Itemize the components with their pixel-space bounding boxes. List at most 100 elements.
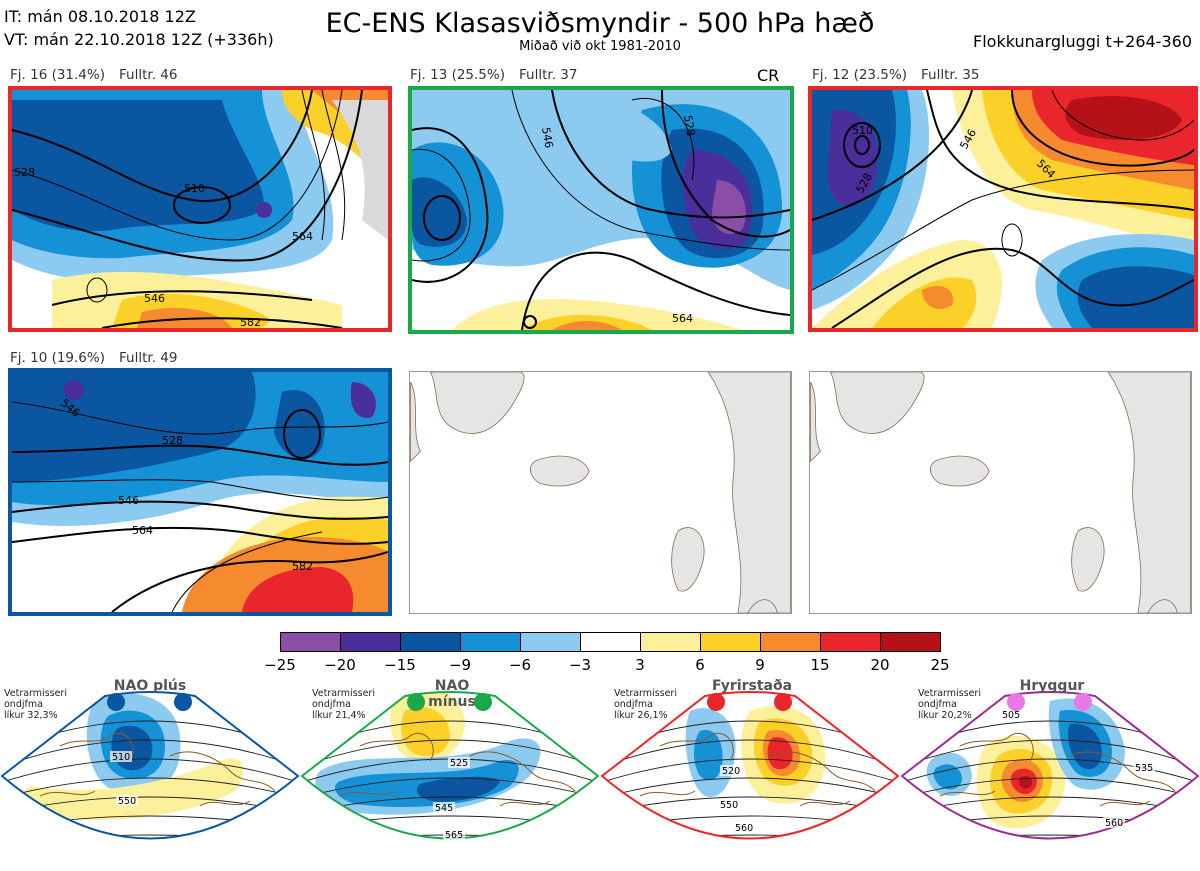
regime-marker-dot: [407, 693, 425, 711]
control-run-tag: CR: [757, 66, 780, 85]
colorbar-swatch: [760, 632, 821, 652]
cluster-2-contour-label: 546: [539, 126, 555, 149]
greenland-iceland-map: [410, 372, 791, 613]
cluster-2-contour-label: 528: [681, 114, 697, 137]
cluster-4-label: Fj. 10 (19.6%) Fulltr. 49: [10, 350, 177, 366]
colorbar-swatch: [520, 632, 581, 652]
cluster-4-contour-label: 546: [118, 494, 139, 507]
regime-4-note: líkur 20,2%: [918, 710, 972, 721]
empty-map-panel: [409, 371, 792, 614]
regime-marker-dot: [707, 693, 725, 711]
regime-marker-dot: [774, 693, 792, 711]
cluster-4-fraction: Fj. 10 (19.6%): [10, 350, 105, 366]
regime-contour-label: 535: [1135, 763, 1153, 774]
cluster-3-contour-label: 510: [852, 124, 873, 137]
cluster-1-fraction: Fj. 16 (31.4%): [10, 67, 105, 83]
regime-contour-label: 505: [1002, 710, 1020, 721]
cluster-2-contour-label: 564: [672, 312, 693, 325]
cluster-1-representative: Fulltr. 46: [119, 67, 178, 83]
cluster-3-fraction: Fj. 12 (23.5%): [812, 67, 907, 83]
regime-contour-label: 560: [735, 823, 753, 834]
regime-contour-label: 510: [112, 752, 130, 763]
regime-contour-label: 550: [118, 796, 136, 807]
cluster-4-contour-label: 564: [132, 524, 153, 537]
regime-4-note: Vetrarmisseri: [918, 688, 981, 699]
cluster-3-representative: Fulltr. 35: [921, 67, 980, 83]
regime-2-map: 525 545 565: [300, 676, 600, 871]
regime-1-note: líkur 32,3%: [4, 710, 58, 721]
regime-1-note: ondjfma: [4, 699, 43, 710]
regime-marker-dot: [107, 693, 125, 711]
colorbar-tick-label: 3: [635, 656, 645, 674]
regime-3-note: líkur 26,1%: [614, 710, 668, 721]
colorbar-swatch: [280, 632, 341, 652]
regime-4-map: 505 535 560: [900, 676, 1200, 871]
regime-contour-label: 545: [435, 803, 453, 814]
empty-map-panel: [809, 371, 1192, 614]
colorbar-tick-label: 20: [870, 656, 890, 674]
colorbar-swatch: [700, 632, 761, 652]
colorbar-tick-label: −3: [568, 656, 592, 674]
initial-time: IT: mán 08.10.2018 12Z: [4, 7, 196, 26]
cluster-3-label: Fj. 12 (23.5%) Fulltr. 35: [812, 67, 979, 83]
cluster-2-map: 546 528 564: [408, 86, 794, 334]
cluster-1-map: 510 528 546 564 582: [8, 86, 392, 332]
colorbar-swatch: [880, 632, 941, 652]
regime-1-note: Vetrarmisseri: [4, 688, 67, 699]
colorbar-tick-label: 15: [810, 656, 830, 674]
colorbar-swatch: [640, 632, 701, 652]
climatology-subtitle: Miðað við okt 1981-2010: [519, 39, 681, 54]
regime-contour-label: 560: [1105, 818, 1123, 829]
colorbar-tick-label: −20: [324, 656, 356, 674]
colorbar-tick-label: −15: [384, 656, 416, 674]
regime-marker-dot: [1074, 693, 1092, 711]
regime-2-note: líkur 21,4%: [312, 710, 366, 721]
cluster-1-label: Fj. 16 (31.4%) Fulltr. 46: [10, 67, 177, 83]
regime-3-map: 520 550 560: [600, 676, 900, 871]
valid-time: VT: mán 22.10.2018 12Z (+336h): [4, 30, 274, 49]
cluster-4-contour-label: 582: [292, 560, 313, 573]
colorbar-swatch: [460, 632, 521, 652]
regime-contour-label: 525: [450, 758, 468, 769]
cluster-2-label: Fj. 13 (25.5%) Fulltr. 37: [410, 67, 577, 83]
regime-2-note: Vetrarmisseri: [312, 688, 375, 699]
regime-contour-label: 565: [445, 830, 463, 841]
colorbar-tick-label: −25: [264, 656, 296, 674]
regime-marker-dot: [174, 693, 192, 711]
cluster-1-contour-label: 564: [292, 230, 313, 243]
cluster-3-map: 510 528 546 564: [808, 86, 1198, 332]
cluster-1-contour-label: 546: [144, 292, 165, 305]
regime-marker-dot: [474, 693, 492, 711]
regime-2-note: ondjfma: [312, 699, 351, 710]
cluster-4-map: 546 528 546 564 582: [8, 368, 392, 616]
regime-1-title: NAO plús: [113, 678, 187, 694]
page-title: EC-ENS Klasasviðsmyndir - 500 hPa hæð: [325, 8, 875, 39]
greenland-iceland-map: [810, 372, 1191, 613]
colorbar-tick-label: 6: [695, 656, 705, 674]
regime-contour-label: 550: [720, 800, 738, 811]
colorbar-tick-label: −9: [448, 656, 472, 674]
colorbar-swatch: [820, 632, 881, 652]
cluster-1-contour-label: 582: [240, 316, 261, 328]
cluster-2-fraction: Fj. 13 (25.5%): [410, 67, 505, 83]
regime-4-note: ondjfma: [918, 699, 957, 710]
colorbar-tick-label: 9: [755, 656, 765, 674]
cluster-1-contour-label: 528: [14, 166, 35, 179]
regime-2-title: NAO mínus: [428, 678, 476, 710]
colorbar-tick-label: 25: [930, 656, 950, 674]
cluster-4-representative: Fulltr. 49: [119, 350, 178, 366]
colorbar-swatch: [580, 632, 641, 652]
regime-1-map: 510 550: [0, 676, 300, 871]
cluster-1-contour-label: 510: [184, 182, 205, 195]
regime-3-note: Vetrarmisseri: [614, 688, 677, 699]
colorbar-tick-label: −6: [508, 656, 532, 674]
regime-3-note: ondjfma: [614, 699, 653, 710]
regime-marker-dot: [1007, 693, 1025, 711]
regime-3-title: Fyrirstaða: [712, 678, 793, 694]
colorbar-swatch: [400, 632, 461, 652]
regime-contour-label: 520: [722, 766, 740, 777]
cluster-2-representative: Fulltr. 37: [519, 67, 578, 83]
classification-window: Flokkunargluggi t+264-360: [973, 32, 1192, 51]
colorbar-swatch: [340, 632, 401, 652]
regime-4-title: Hryggur: [1019, 678, 1085, 694]
